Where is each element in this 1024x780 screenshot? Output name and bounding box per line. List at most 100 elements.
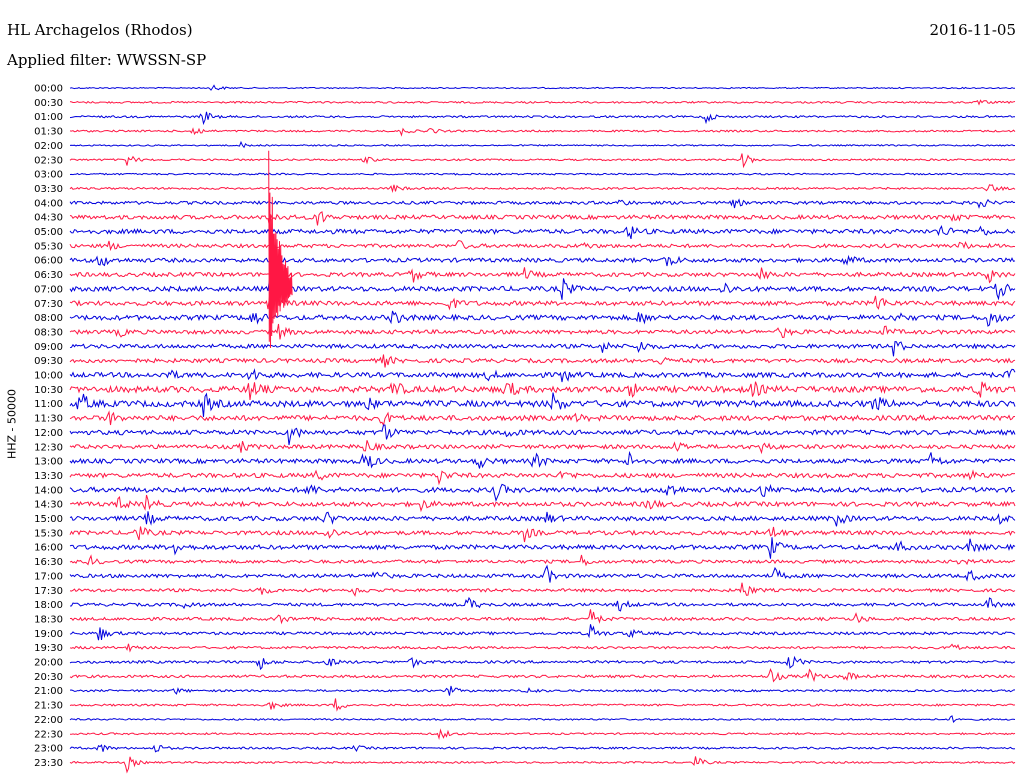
- tick-label: 06:30: [34, 270, 63, 281]
- trace-line: [69, 511, 1016, 527]
- tick-label: 05:00: [34, 227, 63, 238]
- tick-label: 17:00: [34, 571, 63, 582]
- trace-line: [69, 655, 1016, 671]
- trace-line: [69, 111, 1015, 126]
- tick-label: 10:30: [34, 385, 63, 396]
- filter-label: Applied filter: WWSSN-SP: [7, 51, 207, 69]
- trace-line: [69, 668, 1016, 683]
- tick-label: 11:00: [34, 399, 63, 410]
- tick-label: 11:30: [34, 414, 63, 425]
- tick-label: 12:30: [34, 442, 63, 453]
- tick-label: 01:00: [34, 112, 63, 123]
- tick-label: 23:00: [34, 744, 63, 755]
- tick-label: 02:30: [34, 155, 63, 166]
- tick-label: 18:30: [34, 614, 63, 625]
- tick-label: 23:30: [34, 758, 63, 769]
- date-label: 2016-11-05: [929, 21, 1016, 39]
- tick-label: 02:00: [34, 141, 63, 152]
- tick-label: 04:30: [34, 213, 63, 224]
- trace-line: [69, 341, 1016, 357]
- tick-label: 22:30: [34, 729, 63, 740]
- trace-line: [69, 526, 1016, 543]
- tick-label: 09:30: [34, 356, 63, 367]
- trace-line: [69, 469, 1016, 486]
- tick-label: 06:00: [34, 256, 63, 267]
- tick-label: 15:30: [34, 528, 63, 539]
- trace-line: [69, 728, 1016, 740]
- trace-line: [69, 483, 1016, 503]
- tick-label: 01:30: [34, 127, 63, 138]
- tick-label: 16:30: [34, 557, 63, 568]
- trace-line: [69, 84, 1015, 91]
- trace-line: [69, 609, 1016, 625]
- trace-line: [69, 153, 1016, 169]
- tick-label: 09:00: [34, 342, 63, 353]
- trace-line: [69, 685, 1016, 696]
- trace-line: [69, 424, 1016, 446]
- tick-label: 10:00: [34, 371, 63, 382]
- tick-label: 13:30: [34, 471, 63, 482]
- tick-label: 08:30: [34, 327, 63, 338]
- trace-line: [69, 582, 1016, 597]
- trace-line: [69, 643, 1016, 653]
- tick-label: 18:00: [34, 600, 63, 611]
- tick-label: 03:00: [34, 170, 63, 181]
- trace-line: [69, 410, 1016, 427]
- tick-label: 20:00: [34, 658, 63, 669]
- trace-line: [69, 698, 1016, 712]
- tick-label: 04:00: [34, 198, 63, 209]
- trace-line: [69, 564, 1016, 583]
- tick-label: 19:30: [34, 643, 63, 654]
- tick-label: 20:30: [34, 672, 63, 683]
- big-event-trace: [268, 150, 293, 349]
- trace-line: [69, 494, 1016, 513]
- trace-line: [69, 381, 1016, 400]
- tick-label: 13:00: [34, 457, 63, 468]
- tick-label: 17:30: [34, 586, 63, 597]
- trace-line: [69, 254, 1016, 267]
- trace-line: [69, 554, 1016, 567]
- trace-line: [69, 440, 1016, 455]
- tick-label: 05:30: [34, 241, 63, 252]
- trace-line: [69, 624, 1016, 641]
- tick-label: 00:30: [34, 98, 63, 109]
- tick-label: 07:30: [34, 299, 63, 310]
- trace-line: [69, 744, 1016, 753]
- station-title: HL Archagelos (Rhodos): [7, 21, 193, 39]
- trace-line: [69, 756, 1016, 774]
- trace-line: [69, 295, 1016, 318]
- tick-label: 16:00: [34, 543, 63, 554]
- trace-line: [69, 184, 1016, 193]
- trace-line: [69, 392, 1016, 417]
- trace-line: [69, 140, 1016, 149]
- tick-label: 07:00: [34, 284, 63, 295]
- trace-line: [69, 354, 1016, 368]
- trace-line: [69, 450, 1016, 469]
- trace-line: [69, 368, 1016, 383]
- trace-line: [69, 225, 1016, 240]
- tick-label: 19:00: [34, 629, 63, 640]
- trace-line: [69, 240, 1016, 252]
- trace-line: [69, 172, 1016, 176]
- tick-label: 22:00: [34, 715, 63, 726]
- trace-line: [69, 211, 1016, 227]
- tick-label: 14:30: [34, 500, 63, 511]
- trace-line: [69, 323, 1016, 340]
- tick-label: 21:00: [34, 686, 63, 697]
- tick-label: 14:00: [34, 485, 63, 496]
- trace-line: [69, 99, 1016, 106]
- tick-label: 21:30: [34, 701, 63, 712]
- trace-line: [69, 537, 1016, 559]
- tick-label: 03:30: [34, 184, 63, 195]
- tick-label: 12:00: [34, 428, 63, 439]
- trace-line: [69, 198, 1016, 209]
- tick-label: 15:00: [34, 514, 63, 525]
- trace-line: [69, 127, 1016, 137]
- trace-line: [69, 715, 1016, 723]
- trace-line: [69, 310, 1016, 327]
- trace-line: [69, 278, 1016, 301]
- trace-line: [69, 267, 1016, 284]
- trace-line: [69, 596, 1016, 612]
- tick-label: 08:00: [34, 313, 63, 324]
